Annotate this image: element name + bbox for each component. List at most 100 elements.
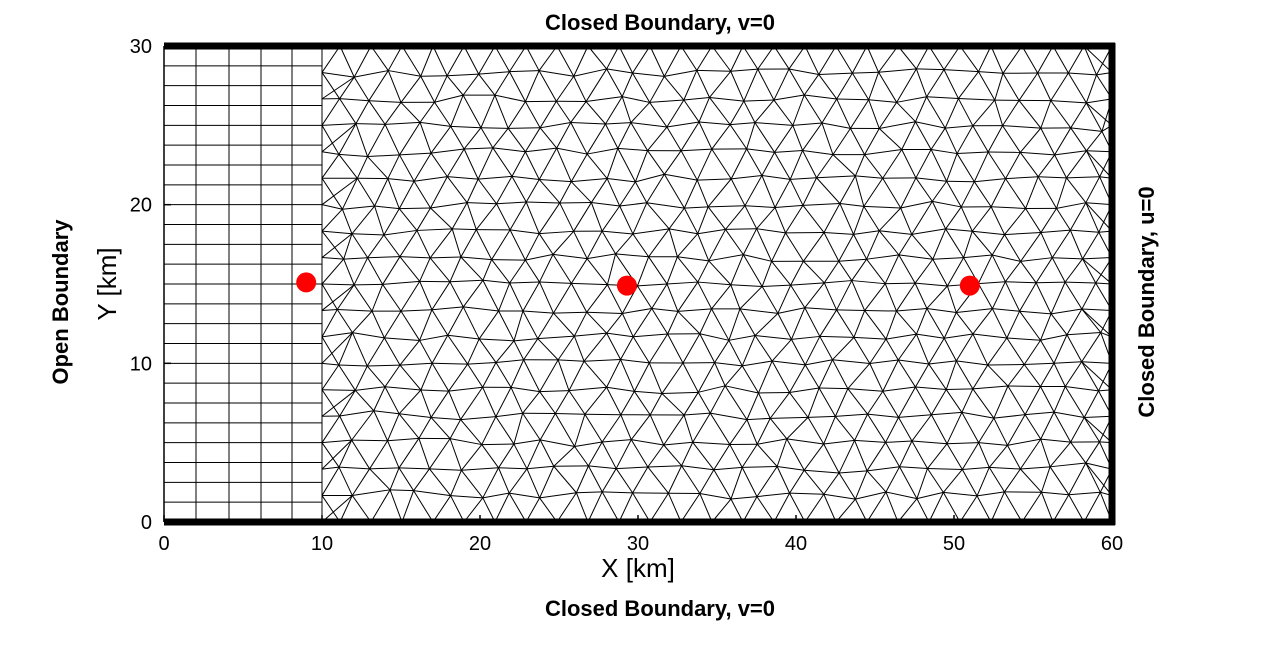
mesh-edge bbox=[429, 468, 462, 471]
mesh-edge bbox=[1025, 208, 1042, 233]
mesh-edge bbox=[824, 280, 852, 284]
x-tick-label: 60 bbox=[1101, 533, 1123, 555]
mesh-edge bbox=[605, 123, 619, 149]
mesh-edge bbox=[587, 441, 603, 467]
mesh-edge bbox=[896, 310, 917, 335]
mesh-edge bbox=[777, 466, 805, 471]
mesh-edge bbox=[634, 390, 662, 395]
mesh-edge bbox=[367, 234, 385, 258]
mesh-edge bbox=[832, 359, 870, 364]
mesh-edge bbox=[926, 285, 948, 309]
mesh-edge bbox=[586, 258, 608, 285]
mesh-edge bbox=[321, 332, 353, 338]
mesh-edge bbox=[754, 99, 775, 123]
mesh-edge bbox=[447, 176, 479, 180]
mesh-edge bbox=[385, 121, 421, 125]
mesh-edge bbox=[321, 123, 356, 126]
mesh-edge bbox=[479, 338, 515, 342]
mesh-edge bbox=[525, 45, 540, 71]
mesh-edge bbox=[553, 446, 575, 467]
mesh-edge bbox=[1007, 438, 1041, 446]
mesh-edge bbox=[1006, 337, 1041, 341]
mesh-edge bbox=[321, 495, 341, 523]
mesh-edge bbox=[602, 491, 633, 494]
mesh-edge bbox=[878, 207, 902, 232]
mesh-edge bbox=[885, 466, 900, 493]
mesh-edge bbox=[387, 154, 400, 179]
mesh-edge bbox=[991, 281, 1006, 309]
mesh-edge bbox=[993, 417, 1008, 446]
mesh-edge bbox=[1085, 462, 1113, 470]
mesh-edge bbox=[774, 125, 794, 153]
mesh-edge bbox=[739, 308, 778, 314]
mesh-edge bbox=[896, 96, 927, 103]
mesh-edge bbox=[1037, 45, 1054, 74]
mesh-edge bbox=[742, 466, 778, 468]
mesh-edge bbox=[819, 336, 833, 360]
mesh-edge bbox=[1070, 127, 1087, 152]
mesh-edge bbox=[878, 230, 900, 256]
mesh-edge bbox=[620, 359, 650, 364]
mesh-edge bbox=[666, 283, 679, 312]
mesh-edge bbox=[539, 127, 558, 149]
mesh-edge bbox=[587, 491, 603, 523]
mesh-edge bbox=[947, 442, 979, 445]
mesh-edge bbox=[431, 363, 450, 392]
mesh-edge bbox=[911, 440, 948, 445]
mesh-edge bbox=[742, 254, 763, 287]
mesh-edge bbox=[663, 150, 682, 175]
x-tick-label: 0 bbox=[158, 533, 169, 555]
mesh-edge bbox=[756, 466, 778, 497]
mesh-edge bbox=[683, 179, 698, 209]
mesh-edge bbox=[450, 495, 465, 523]
mesh-edge bbox=[647, 444, 665, 468]
mesh-edge bbox=[419, 101, 435, 123]
mesh-edge bbox=[617, 147, 648, 152]
mesh-edge bbox=[946, 153, 958, 182]
mesh-edge bbox=[446, 75, 464, 96]
mesh-edge bbox=[683, 392, 699, 416]
mesh-edge bbox=[867, 466, 900, 472]
mesh-edge bbox=[866, 254, 899, 260]
mesh-edge bbox=[987, 151, 1006, 179]
mesh-edge bbox=[602, 439, 632, 443]
mesh-edge bbox=[972, 333, 1007, 339]
mesh-edge bbox=[725, 229, 744, 255]
mesh-edge bbox=[1070, 127, 1103, 132]
mesh-edge bbox=[987, 364, 1009, 387]
mesh-edge bbox=[1085, 102, 1103, 132]
bottom-boundary-label: Closed Boundary, v=0 bbox=[545, 596, 775, 621]
mesh-edge bbox=[513, 439, 541, 445]
mesh-edge bbox=[460, 229, 477, 258]
mesh-edge bbox=[538, 233, 554, 255]
mesh-edge bbox=[789, 150, 804, 180]
mesh-edge bbox=[584, 386, 608, 415]
mesh-edge bbox=[573, 76, 587, 102]
mesh-edge bbox=[539, 101, 557, 129]
mesh-edge bbox=[664, 69, 697, 77]
mesh-edge bbox=[420, 121, 451, 127]
mesh-edge bbox=[351, 233, 369, 258]
mesh-edge bbox=[1082, 258, 1113, 285]
mesh-edge bbox=[680, 45, 698, 71]
mesh-edge bbox=[990, 206, 1006, 235]
mesh-edge bbox=[491, 259, 511, 284]
mesh-edge bbox=[802, 122, 823, 151]
mesh-edge bbox=[901, 149, 917, 179]
mesh-edge bbox=[756, 443, 778, 467]
mesh-edge bbox=[539, 497, 558, 523]
mesh-edge bbox=[366, 365, 386, 388]
mesh-edge bbox=[697, 281, 731, 286]
mesh-edge bbox=[1081, 361, 1113, 364]
mesh-edge bbox=[522, 310, 539, 339]
mesh-edge bbox=[994, 73, 1004, 101]
mesh-edge bbox=[707, 178, 732, 208]
mesh-edge bbox=[977, 254, 993, 284]
mesh-edge bbox=[915, 282, 948, 287]
mesh-edge bbox=[448, 363, 469, 392]
mesh-edge bbox=[606, 386, 622, 415]
mesh-edge bbox=[927, 443, 948, 469]
mesh-edge bbox=[946, 443, 963, 470]
mesh-edge bbox=[932, 259, 948, 287]
mesh-edge bbox=[482, 280, 500, 312]
